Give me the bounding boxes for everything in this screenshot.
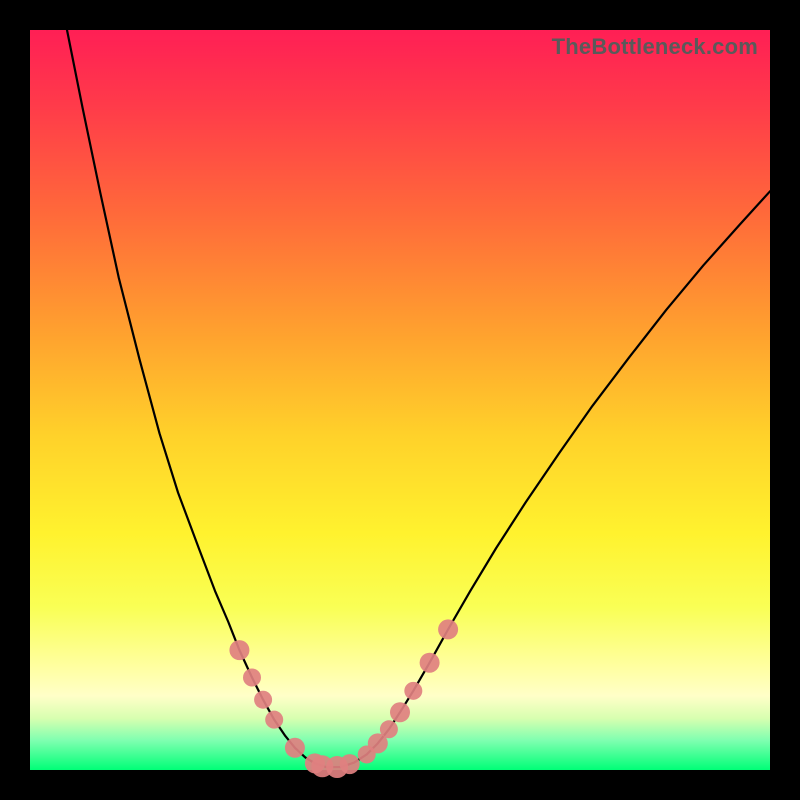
curve-marker (229, 640, 249, 660)
watermark-text: TheBottleneck.com (552, 34, 758, 60)
curve-marker (243, 669, 261, 687)
curve-marker (340, 754, 360, 774)
curve-marker (254, 691, 272, 709)
curve-marker (285, 738, 305, 758)
curve-marker (390, 702, 410, 722)
chart-frame: TheBottleneck.com (0, 0, 800, 800)
curve-marker (438, 619, 458, 639)
curve-marker (420, 653, 440, 673)
curve-markers (229, 619, 458, 778)
curve-marker (404, 682, 422, 700)
bottleneck-curve (67, 30, 770, 767)
curve-marker (380, 720, 398, 738)
curve-layer (30, 30, 770, 770)
curve-marker (265, 711, 283, 729)
plot-area: TheBottleneck.com (30, 30, 770, 770)
